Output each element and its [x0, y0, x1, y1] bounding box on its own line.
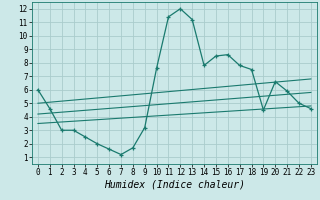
X-axis label: Humidex (Indice chaleur): Humidex (Indice chaleur) — [104, 180, 245, 190]
